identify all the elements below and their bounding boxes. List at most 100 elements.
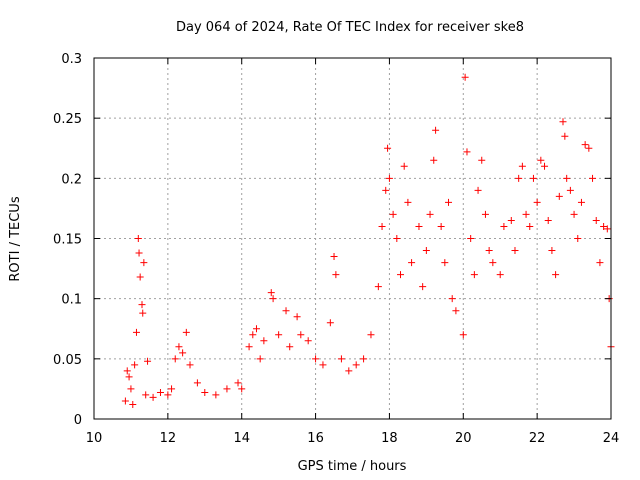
data-point	[541, 162, 549, 170]
data-point	[393, 235, 401, 242]
data-point	[127, 385, 135, 393]
data-point	[544, 216, 552, 224]
data-point	[121, 397, 129, 405]
data-point	[581, 141, 589, 149]
data-point	[574, 235, 582, 242]
data-point	[374, 283, 382, 291]
data-point	[548, 247, 556, 255]
data-point	[585, 144, 593, 152]
data-point	[275, 331, 283, 339]
data-point	[561, 132, 569, 140]
data-point	[600, 222, 608, 230]
data-point	[149, 393, 157, 401]
x-tick-label: 14	[233, 431, 250, 446]
data-point	[441, 259, 449, 267]
data-point	[596, 259, 604, 267]
data-point	[282, 307, 290, 315]
data-point	[467, 235, 475, 242]
data-point	[481, 210, 489, 218]
data-point	[452, 307, 460, 315]
data-point	[312, 355, 320, 363]
data-point	[389, 210, 397, 218]
data-point	[252, 325, 260, 333]
data-point	[566, 186, 574, 194]
data-point	[134, 235, 142, 242]
data-point	[522, 210, 530, 218]
chart-title: Day 064 of 2024, Rate Of TEC Index for r…	[176, 20, 524, 35]
data-point	[345, 367, 353, 375]
data-point	[478, 156, 486, 164]
data-point	[533, 198, 541, 206]
x-tick-label: 18	[381, 431, 398, 446]
x-axis-title: GPS time / hours	[298, 459, 407, 474]
data-point	[212, 391, 220, 399]
data-point	[419, 283, 427, 291]
data-point	[144, 357, 152, 365]
data-point	[408, 259, 416, 267]
data-point	[352, 361, 360, 369]
data-point	[459, 331, 467, 339]
data-point	[397, 271, 405, 279]
y-tick-label: 0	[74, 413, 82, 428]
data-point	[164, 391, 172, 399]
data-point	[297, 331, 305, 339]
data-point	[461, 73, 469, 81]
data-point	[201, 389, 209, 397]
data-point	[168, 385, 176, 393]
data-point	[131, 361, 139, 369]
data-point	[463, 148, 471, 156]
data-point	[500, 222, 508, 230]
data-point	[592, 216, 600, 224]
y-tick-label: 0.25	[53, 112, 82, 127]
data-point	[385, 174, 393, 182]
y-tick-label: 0.2	[61, 172, 82, 187]
data-point	[537, 156, 545, 164]
data-point	[518, 162, 526, 170]
data-point	[269, 295, 277, 303]
data-point	[507, 216, 515, 224]
data-point	[186, 361, 194, 369]
data-point	[378, 222, 386, 230]
data-point	[367, 331, 375, 339]
data-point	[293, 313, 301, 321]
data-point	[526, 222, 534, 230]
data-point	[430, 156, 438, 164]
data-point	[448, 295, 456, 303]
x-tick-label: 22	[529, 431, 546, 446]
data-point	[245, 343, 253, 351]
data-point	[555, 192, 563, 200]
x-tick-label: 16	[307, 431, 324, 446]
data-point	[496, 271, 504, 279]
data-point	[179, 349, 187, 357]
data-point	[304, 337, 312, 345]
data-point	[171, 355, 179, 363]
data-point	[437, 222, 445, 230]
data-point	[415, 222, 423, 230]
data-point	[234, 379, 242, 387]
data-point	[139, 309, 147, 317]
data-point	[337, 355, 345, 363]
data-point	[589, 174, 597, 182]
axis-ticks: 10 12 14 16 18 20 22 24 0 0.05 0.1 0.15 0.2 0.25 0.3	[53, 52, 619, 446]
data-point	[256, 355, 264, 363]
data-point	[432, 126, 440, 134]
data-point	[138, 301, 146, 309]
x-tick-label: 24	[603, 431, 620, 446]
data-point	[511, 247, 519, 255]
data-point	[529, 174, 537, 182]
data-point	[249, 331, 257, 339]
data-point	[319, 361, 327, 369]
data-point	[445, 198, 453, 206]
x-tick-label: 20	[455, 431, 472, 446]
data-point	[404, 198, 412, 206]
plot-frame	[93, 57, 612, 420]
data-point	[267, 289, 275, 297]
data-point	[136, 273, 144, 281]
data-point	[426, 210, 434, 218]
data-point	[182, 328, 190, 336]
y-tick-label: 0.3	[61, 52, 82, 67]
data-point	[223, 385, 231, 393]
data-point	[360, 355, 368, 363]
data-point	[135, 249, 143, 257]
